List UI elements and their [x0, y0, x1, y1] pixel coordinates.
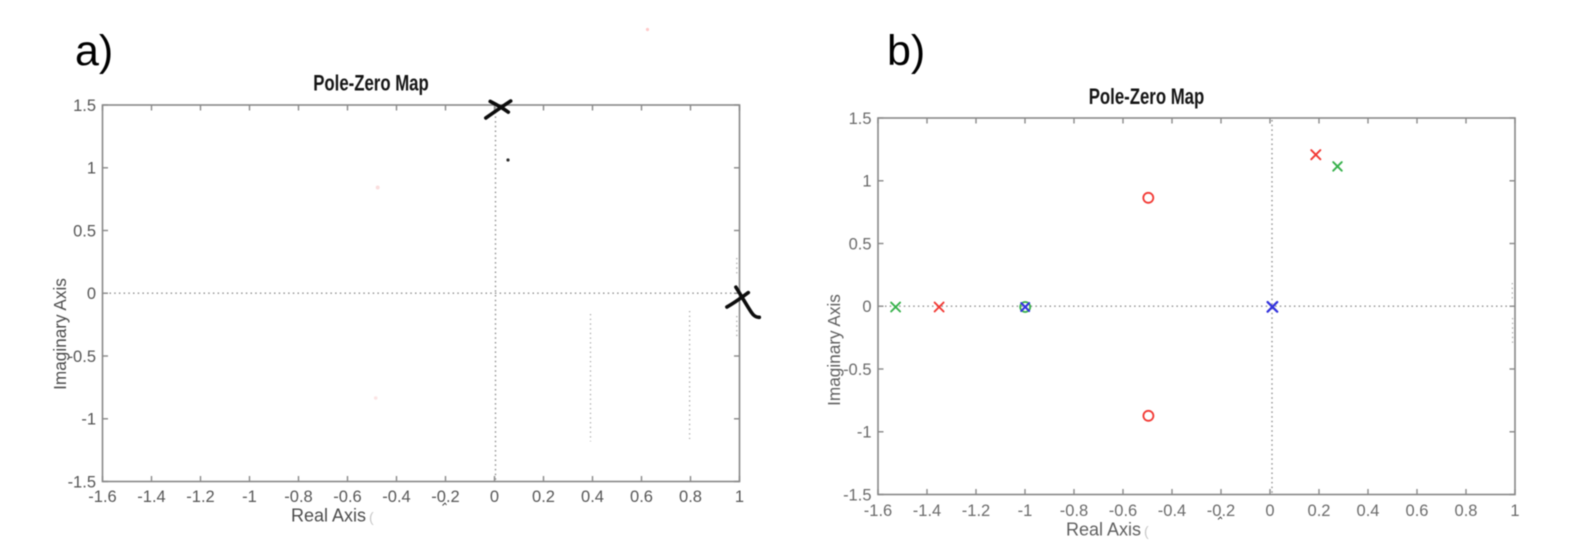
svg-text:0.2: 0.2 — [1308, 502, 1331, 520]
svg-text:0.4: 0.4 — [581, 488, 604, 506]
svg-text:-1.6: -1.6 — [88, 488, 116, 506]
svg-text:0: 0 — [87, 285, 96, 303]
svg-text:-0.5: -0.5 — [68, 348, 96, 366]
svg-text:1.5: 1.5 — [73, 97, 96, 115]
svg-text:0.4: 0.4 — [1357, 502, 1380, 520]
svg-text:Pole-Zero Map: Pole-Zero Map — [313, 71, 429, 96]
svg-text:Imaginary Axis: Imaginary Axis — [824, 294, 844, 406]
svg-text:-0.6: -0.6 — [333, 488, 361, 506]
svg-text:-1.2: -1.2 — [962, 502, 990, 520]
svg-text:0: 0 — [862, 298, 871, 316]
svg-text:-1: -1 — [81, 411, 96, 429]
svg-text:-0.2: -0.2 — [431, 488, 459, 506]
svg-text:0: 0 — [490, 488, 499, 506]
svg-text:(: ( — [1144, 523, 1149, 539]
svg-text:1: 1 — [735, 488, 744, 506]
svg-text:-0.2: -0.2 — [1207, 502, 1235, 520]
svg-text:0.5: 0.5 — [73, 222, 96, 240]
svg-text:-0.6: -0.6 — [1109, 502, 1137, 520]
svg-text:-0.4: -0.4 — [1158, 502, 1186, 520]
svg-text:1.5: 1.5 — [849, 110, 872, 128]
svg-text:-1.4: -1.4 — [137, 488, 165, 506]
svg-text:0: 0 — [1265, 502, 1274, 520]
svg-text:1: 1 — [1510, 502, 1519, 520]
svg-text:(: ( — [369, 509, 374, 525]
svg-text:Real Axis: Real Axis — [291, 506, 366, 526]
svg-text:0.2: 0.2 — [532, 488, 555, 506]
svg-text:Real Axis: Real Axis — [1066, 520, 1141, 540]
svg-text:1: 1 — [862, 173, 871, 191]
svg-text:-1.4: -1.4 — [913, 502, 941, 520]
svg-text:-1: -1 — [857, 424, 872, 442]
svg-text:0.8: 0.8 — [679, 488, 702, 506]
svg-text:-0.5: -0.5 — [843, 361, 871, 379]
svg-text:-0.8: -0.8 — [1060, 502, 1088, 520]
svg-text:-1.2: -1.2 — [186, 488, 214, 506]
svg-text:1: 1 — [87, 160, 96, 178]
svg-text:0.5: 0.5 — [849, 235, 872, 253]
svg-text:0.6: 0.6 — [1406, 502, 1429, 520]
svg-text:Pole-Zero Map: Pole-Zero Map — [1089, 84, 1205, 109]
svg-text:0.8: 0.8 — [1455, 502, 1478, 520]
svg-text:-0.8: -0.8 — [284, 488, 312, 506]
svg-text:-0.4: -0.4 — [382, 488, 410, 506]
svg-text:-1.5: -1.5 — [843, 486, 871, 504]
svg-text:-1: -1 — [1018, 502, 1033, 520]
svg-text:Imaginary Axis: Imaginary Axis — [50, 278, 70, 390]
svg-text:-1.5: -1.5 — [68, 473, 96, 491]
svg-text:0.6: 0.6 — [630, 488, 653, 506]
svg-text:-1.6: -1.6 — [864, 502, 892, 520]
svg-text:-1: -1 — [242, 488, 257, 506]
